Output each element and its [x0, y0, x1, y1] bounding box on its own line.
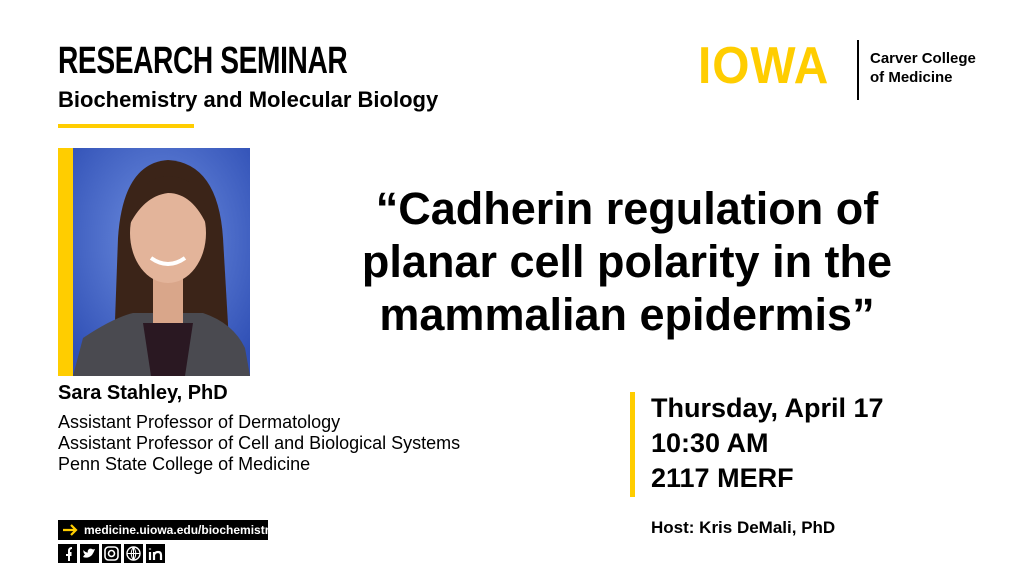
accent-bar [58, 148, 73, 376]
event-location: 2117 MERF [651, 463, 794, 493]
event-bar [630, 392, 635, 497]
affiliation: Assistant Professor of Dermatology [58, 412, 341, 432]
talk-title-line: “Cadherin regulation of [375, 183, 879, 234]
event-time: 10:30 AM [651, 428, 769, 458]
college-line: of Medicine [870, 69, 953, 86]
college-line: Carver College [870, 50, 976, 67]
event-host: Host: Kris DeMali, PhD [651, 518, 836, 537]
logo-wordmark: IOWA [698, 37, 830, 95]
affiliation: Assistant Professor of Cell and Biologic… [58, 433, 461, 453]
url-box [58, 520, 268, 540]
affiliation: Penn State College of Medicine [58, 454, 311, 474]
speaker-name: Sara Stahley, PhD [58, 382, 228, 404]
website-url[interactable]: medicine.uiowa.edu/biochemistry [84, 523, 277, 537]
talk-title-line: planar cell polarity in the [361, 236, 893, 287]
speaker-photo [73, 148, 250, 376]
underline [58, 124, 194, 128]
department: Biochemistry and Molecular Biology [58, 87, 439, 112]
arrow-icon [63, 524, 78, 536]
talk-title-line: mammalian epidermis” [379, 289, 875, 340]
logo-divider [857, 40, 859, 100]
social-icons [58, 544, 165, 563]
event-date: Thursday, April 17 [651, 393, 884, 423]
seminar-title: RESEARCH SEMINAR [58, 40, 348, 82]
